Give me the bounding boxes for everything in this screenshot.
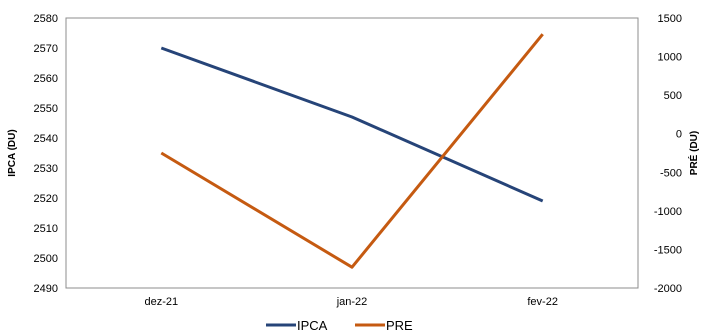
left-axis-title: IPCA (DU) <box>7 129 18 176</box>
left-tick-label: 2500 <box>34 253 58 265</box>
pre-legend-label: PRE <box>386 318 413 333</box>
left-tick-label: 2490 <box>34 283 58 295</box>
right-axis-ticks: -2000 -1500 -1000 -500 0 500 1000 1500 <box>654 13 682 295</box>
legend: IPCA PRE <box>266 318 413 333</box>
right-tick-label: 0 <box>676 129 682 141</box>
right-tick-label: -1500 <box>654 244 682 256</box>
ipca-legend-label: IPCA <box>297 318 328 333</box>
ipca-series-line <box>160 46 544 203</box>
left-tick-label: 2550 <box>34 103 58 115</box>
right-tick-label: 1500 <box>658 13 682 25</box>
left-tick-label: 2580 <box>34 13 58 25</box>
right-tick-label: 1000 <box>658 52 682 64</box>
right-tick-label: -2000 <box>654 283 682 295</box>
left-tick-label: 2570 <box>34 43 58 55</box>
left-tick-label: 2560 <box>34 73 58 85</box>
left-axis-ticks: 2490 2500 2510 2520 2530 2540 2550 2560 2570 2580 <box>34 13 58 295</box>
x-tick-label: dez-21 <box>145 296 179 308</box>
x-tick-label: fev-22 <box>527 296 558 308</box>
right-tick-label: -1000 <box>654 206 682 218</box>
x-tick-label: jan-22 <box>336 296 368 308</box>
right-tick-label: -500 <box>660 167 682 179</box>
left-tick-label: 2520 <box>34 193 58 205</box>
left-tick-label: 2530 <box>34 163 58 175</box>
plot-area <box>65 17 639 289</box>
left-tick-label: 2510 <box>34 223 58 235</box>
right-axis-title: PRÉ (DU) <box>687 131 700 175</box>
pre-series-line <box>160 33 544 269</box>
x-axis-ticks: dez-21 jan-22 fev-22 <box>145 296 558 308</box>
right-tick-label: 500 <box>664 90 682 102</box>
series-lines <box>160 33 544 269</box>
left-tick-label: 2540 <box>34 133 58 145</box>
